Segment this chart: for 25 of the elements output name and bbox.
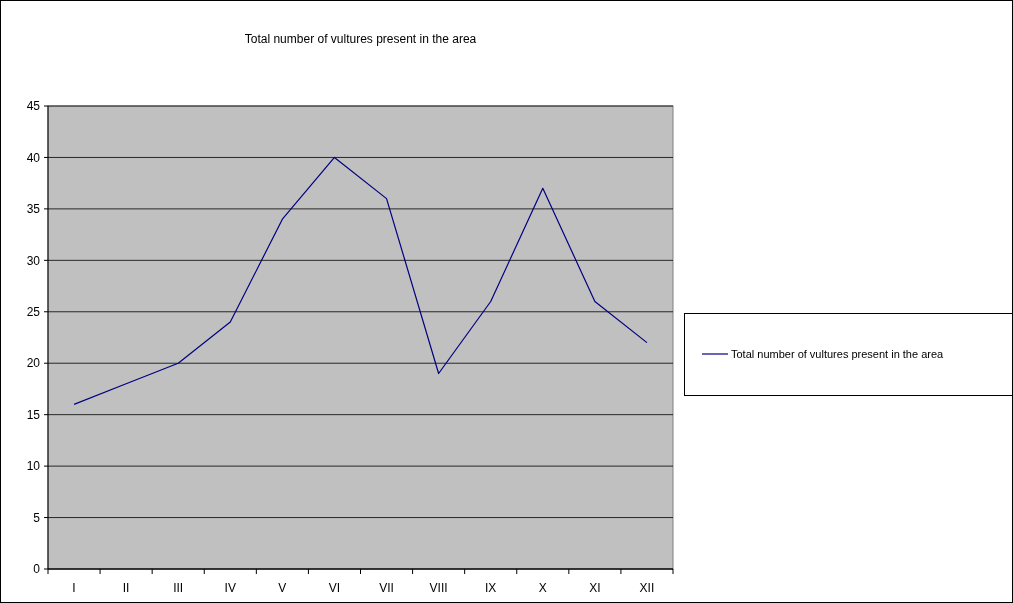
y-tick-label: 45 bbox=[26, 99, 41, 114]
line-series bbox=[73, 156, 648, 405]
x-tick-label: XI bbox=[589, 581, 601, 595]
y-tick-label: 40 bbox=[26, 150, 41, 165]
x-tick-label: II bbox=[122, 581, 130, 595]
x-tick-label: VIII bbox=[429, 581, 448, 595]
y-tick-label: 5 bbox=[33, 510, 41, 525]
y-tick-label: 35 bbox=[26, 202, 41, 217]
x-tick-label: V bbox=[278, 581, 287, 595]
y-tick-label: 0 bbox=[33, 562, 41, 577]
x-tick-label: IX bbox=[485, 581, 497, 595]
y-tick-label: 20 bbox=[26, 356, 41, 371]
y-tick-label: 30 bbox=[26, 253, 41, 268]
y-tick-label: 10 bbox=[26, 459, 41, 474]
y-tick-label: 25 bbox=[26, 304, 41, 319]
chart-title: Total number of vultures present in the area bbox=[244, 32, 477, 46]
x-tick-label: III bbox=[173, 581, 184, 595]
x-tick-label: IV bbox=[224, 581, 236, 595]
x-tick-label: VII bbox=[379, 581, 394, 595]
x-tick-label: XII bbox=[639, 581, 655, 595]
x-tick-label: VI bbox=[328, 581, 341, 595]
x-tick-label: X bbox=[538, 581, 547, 595]
legend-label: Total number of vultures present in the area bbox=[731, 347, 945, 360]
x-tick-label: I bbox=[72, 581, 76, 595]
y-tick-label: 15 bbox=[26, 407, 41, 422]
